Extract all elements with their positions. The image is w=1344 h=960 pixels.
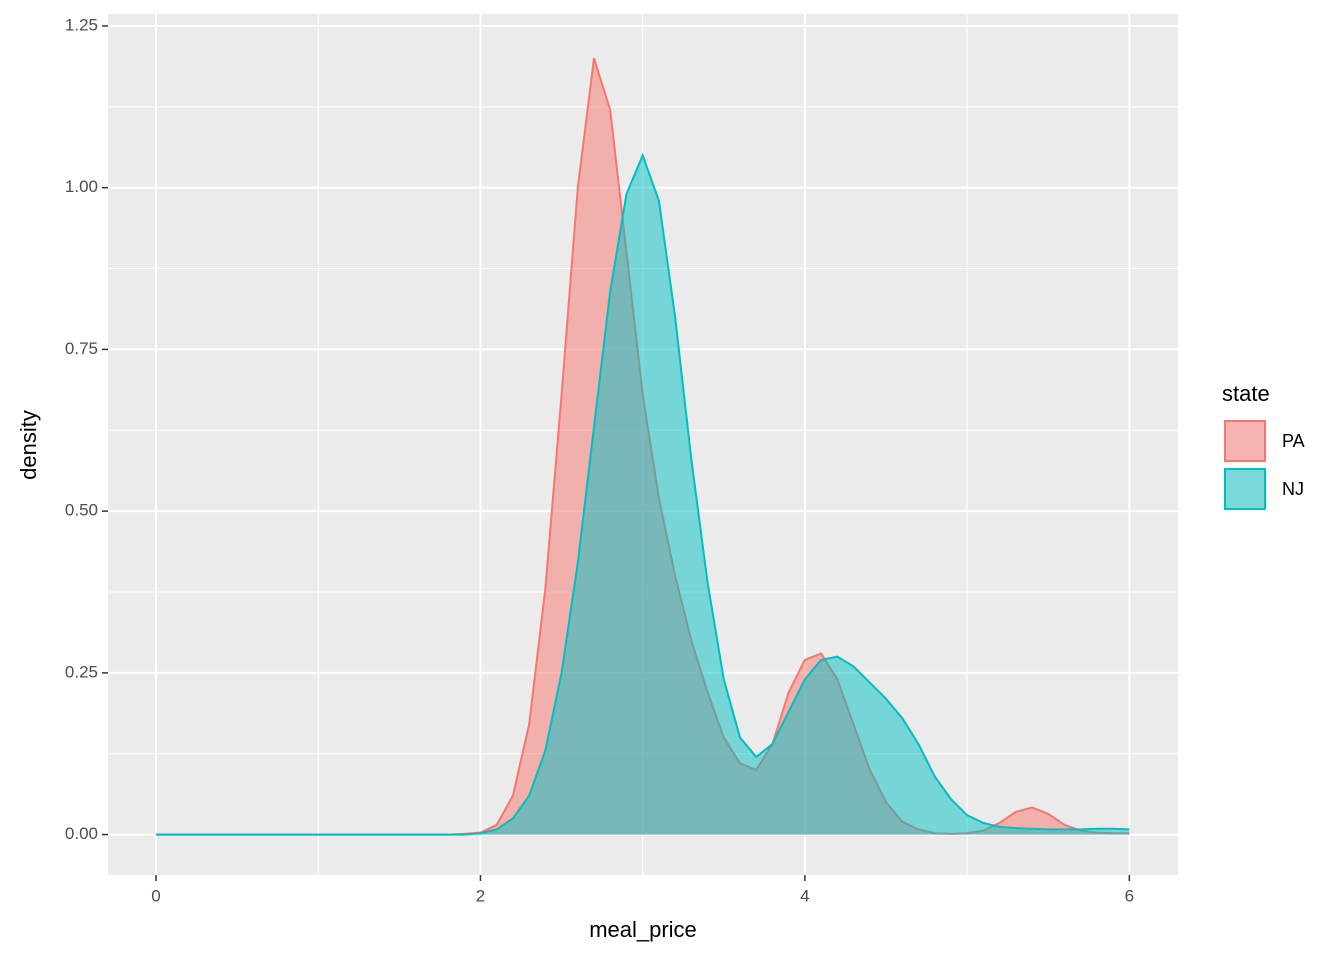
density-area	[156, 155, 1130, 835]
x-tick-label: 6	[1125, 886, 1134, 905]
y-tick-label: 1.25	[65, 15, 98, 34]
y-tick-label: 1.00	[65, 177, 98, 196]
x-tick-label: 4	[800, 886, 809, 905]
y-tick-label: 0.75	[65, 339, 98, 358]
y-tick-label: 0.25	[65, 662, 98, 681]
legend-swatch	[1224, 468, 1266, 510]
legend-label: NJ	[1282, 479, 1304, 499]
density-line	[156, 152, 1130, 836]
y-tick-label: 0.50	[65, 501, 98, 520]
legend-swatch	[1224, 420, 1266, 462]
x-tick-label: 2	[476, 886, 485, 905]
legend-title: state	[1222, 381, 1270, 406]
y-axis-title: density	[16, 410, 41, 480]
marks	[156, 58, 1130, 836]
x-axis-title: meal_price	[589, 917, 697, 942]
y-tick-label: 0.00	[65, 824, 98, 843]
legend-label: PA	[1282, 431, 1305, 451]
x-tick-label: 0	[151, 886, 160, 905]
